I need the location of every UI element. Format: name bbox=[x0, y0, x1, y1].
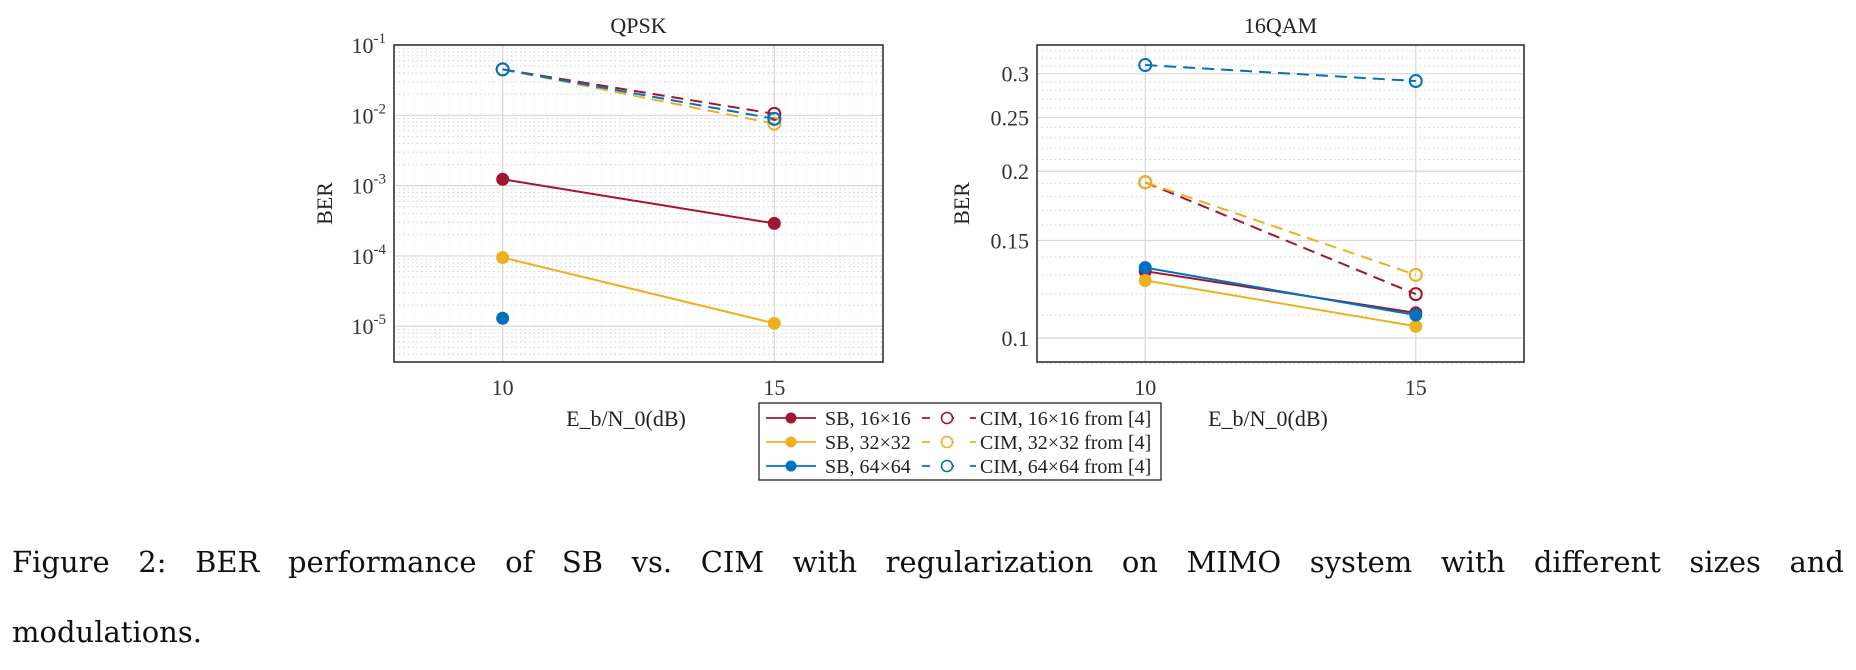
data-point bbox=[767, 116, 782, 131]
series-line bbox=[1144, 181, 1417, 296]
series-line bbox=[1144, 181, 1417, 276]
data-point bbox=[496, 311, 510, 325]
data-point bbox=[1409, 319, 1423, 333]
x-axis-label-qpsk: E_b/N_0(dB) bbox=[566, 406, 686, 431]
y-tick-label: 0.3 bbox=[1002, 62, 1030, 87]
data-point bbox=[1138, 58, 1153, 73]
legend-label: SB, 32×32 bbox=[825, 432, 911, 454]
data-point bbox=[1138, 273, 1152, 287]
data-point bbox=[1138, 261, 1152, 275]
legend-label: SB, 64×64 bbox=[825, 456, 911, 478]
x-tick-label: 15 bbox=[763, 375, 785, 400]
data-point bbox=[496, 172, 510, 186]
series-line bbox=[502, 68, 775, 120]
data-point bbox=[1408, 74, 1423, 89]
series-line bbox=[1145, 64, 1416, 83]
legend-marker bbox=[940, 459, 954, 473]
data-point bbox=[767, 316, 781, 330]
y-tick-label: 0.2 bbox=[1002, 159, 1030, 184]
series-line bbox=[502, 178, 775, 225]
legend-marker bbox=[940, 435, 954, 449]
y-tick-label: 10-1 bbox=[352, 31, 387, 58]
legend-box bbox=[758, 402, 1162, 481]
data-point bbox=[1408, 287, 1423, 302]
chart-16qam: 0.1 0.15 0.2 0.25 0.3 10 15 16QAM BER bbox=[949, 13, 1525, 400]
legend-label: CIM, 32×32 from [4] bbox=[980, 432, 1151, 454]
data-point bbox=[1138, 175, 1153, 190]
y-tick-label: 0.15 bbox=[991, 228, 1030, 253]
y-axis-label: BER bbox=[312, 182, 337, 225]
x-axis-label-16qam: E_b/N_0(dB) bbox=[1208, 406, 1328, 431]
x-tick-label: 15 bbox=[1405, 375, 1427, 400]
chart-title: QPSK bbox=[610, 13, 666, 38]
series-line bbox=[1145, 279, 1416, 328]
legend-marker bbox=[785, 412, 797, 424]
y-tick-label: 10-4 bbox=[352, 242, 387, 269]
y-tick-label: 10-5 bbox=[352, 312, 387, 339]
data-point bbox=[1408, 267, 1423, 282]
chart-qpsk: 10-1 10-2 10-3 10-4 10-5 10 15 QPSK BER bbox=[312, 13, 884, 400]
legend-label: CIM, 64×64 from [4] bbox=[980, 456, 1151, 478]
series-line bbox=[1145, 266, 1416, 317]
data-point bbox=[767, 216, 781, 230]
axes-box bbox=[393, 44, 884, 363]
data-point bbox=[496, 250, 510, 264]
series-line bbox=[502, 256, 775, 325]
data-point bbox=[1409, 308, 1423, 322]
chart-title: 16QAM bbox=[1244, 13, 1317, 38]
data-point bbox=[495, 62, 510, 77]
legend-marker bbox=[785, 436, 797, 448]
legend: SB, 16×16 CIM, 16×16 from [4] SB, 32×32 CIM… bbox=[758, 402, 1162, 481]
legend-marker bbox=[785, 460, 797, 472]
y-tick-label: 10-3 bbox=[352, 172, 387, 199]
data-point bbox=[767, 106, 782, 121]
data-point bbox=[767, 111, 782, 126]
x-tick-label: 10 bbox=[1134, 375, 1156, 400]
figure-caption-line-1: Figure 2: BER performance of SB vs. CIM … bbox=[12, 545, 1844, 579]
y-tick-label: 10-2 bbox=[352, 101, 387, 128]
axes-box bbox=[1036, 44, 1525, 363]
y-tick-label: 0.1 bbox=[1002, 326, 1030, 351]
y-axis-label: BER bbox=[949, 182, 974, 225]
x-tick-label: 10 bbox=[492, 375, 514, 400]
legend-label: SB, 16×16 bbox=[825, 408, 911, 430]
figure-caption-line-2: modulations. bbox=[12, 615, 202, 649]
legend-label: CIM, 16×16 from [4] bbox=[980, 408, 1151, 430]
y-tick-label: 0.25 bbox=[991, 106, 1030, 131]
legend-marker bbox=[940, 411, 954, 425]
